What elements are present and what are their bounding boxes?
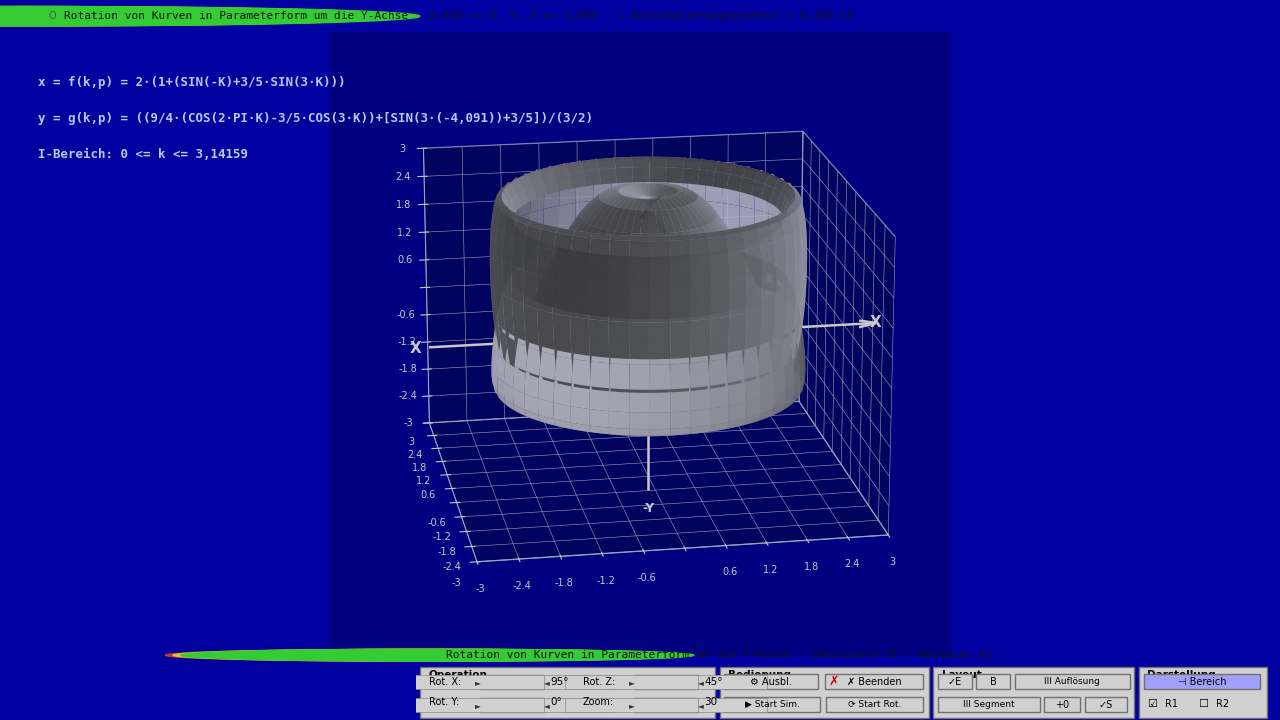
Bar (634, 675, 698, 689)
Text: O: O (49, 12, 56, 21)
Bar (564, 675, 698, 689)
Bar (824, 674, 923, 689)
Bar (411, 698, 544, 712)
Text: Rot. Z:: Rot. Z: (582, 678, 614, 688)
Text: R2: R2 (1216, 698, 1230, 708)
Text: ◄: ◄ (698, 678, 704, 687)
Text: ►: ► (475, 701, 480, 710)
Text: 95°: 95° (550, 678, 568, 688)
Bar (1084, 697, 1128, 712)
Bar (719, 667, 929, 718)
Text: ►: ► (475, 678, 480, 687)
Bar (937, 674, 972, 689)
Text: III Segment: III Segment (963, 700, 1015, 709)
Bar (1144, 674, 1260, 689)
Text: ▶ Start Sim.: ▶ Start Sim. (745, 700, 800, 709)
Text: ☑: ☑ (1147, 698, 1157, 708)
Text: x = f(k,p) = 2·(1+(SIN(-K)+3/5·SIN(3·K))): x = f(k,p) = 2·(1+(SIN(-K)+3/5·SIN(3·K))… (38, 76, 346, 89)
Bar (1138, 667, 1267, 718)
Bar (634, 698, 698, 712)
Text: B: B (989, 677, 997, 687)
Text: I-Bereich: 0 <= k <= 3,14159: I-Bereich: 0 <= k <= 3,14159 (38, 148, 248, 161)
Text: R1: R1 (1165, 698, 1178, 708)
Text: ✓E: ✓E (947, 677, 961, 687)
Bar (634, 675, 768, 689)
Text: ☐: ☐ (1198, 698, 1208, 708)
Bar (937, 697, 1041, 712)
Circle shape (0, 6, 420, 26)
Bar (634, 698, 768, 712)
Bar (1044, 697, 1080, 712)
Text: ✗ Beenden: ✗ Beenden (846, 677, 901, 687)
Text: +0: +0 (1055, 700, 1070, 710)
Text: Rot. Y:: Rot. Y: (429, 698, 460, 708)
Text: ⟳ Start Rot.: ⟳ Start Rot. (849, 700, 901, 709)
Circle shape (173, 649, 686, 661)
Bar (411, 675, 544, 689)
Text: 0°: 0° (550, 698, 562, 708)
Bar (480, 675, 613, 689)
Text: y = g(k,p) = ((9/4·(COS(2·PI·K)-3/5·COS(3·K))+[SIN(3·(-4,091))+3/5])/(3/2): y = g(k,p) = ((9/4·(COS(2·PI·K)-3/5·COS(… (38, 112, 594, 125)
Text: ⊣ Bereich: ⊣ Bereich (1178, 677, 1226, 687)
Bar (480, 698, 544, 712)
Text: Layout: Layout (942, 670, 982, 680)
Text: Bedienung: Bedienung (728, 670, 791, 680)
Text: Rot. X:: Rot. X: (429, 678, 461, 688)
Bar (564, 698, 698, 712)
Bar (723, 674, 818, 689)
Bar (933, 667, 1134, 718)
Text: III Auflösung: III Auflösung (1044, 678, 1101, 686)
Text: ✗: ✗ (829, 675, 840, 688)
Text: ►: ► (628, 678, 635, 687)
Bar (480, 698, 613, 712)
Text: ⚙ Ausbl.: ⚙ Ausbl. (750, 677, 792, 687)
Text: 45°: 45° (704, 678, 723, 688)
Text: Rotation von Kurven in Parameterform um die Y-Achse - [Beispiele II - Beispiel 6: Rotation von Kurven in Parameterform um … (445, 650, 993, 660)
Text: Zoom:: Zoom: (582, 698, 614, 708)
Bar (1015, 674, 1130, 689)
Text: ✓S: ✓S (1100, 700, 1114, 710)
Circle shape (0, 6, 394, 26)
Text: Operation: Operation (429, 670, 488, 680)
Bar (977, 674, 1010, 689)
Bar (827, 697, 923, 712)
Bar (723, 697, 820, 712)
Circle shape (0, 6, 407, 26)
Text: ◄: ◄ (698, 701, 704, 710)
Text: ◄: ◄ (544, 701, 549, 710)
Text: 30: 30 (704, 698, 717, 708)
Circle shape (180, 649, 694, 661)
Bar (480, 675, 544, 689)
Text: Rotation von Kurven in Parameterform um die Y-Achse  -3,000 <= X, Y, Z <= 3,000 : Rotation von Kurven in Parameterform um … (64, 12, 854, 21)
Circle shape (165, 649, 678, 661)
Text: ►: ► (628, 701, 635, 710)
Text: Darstellung: Darstellung (1147, 670, 1216, 680)
Text: ◄: ◄ (544, 678, 549, 687)
Bar (420, 667, 716, 718)
